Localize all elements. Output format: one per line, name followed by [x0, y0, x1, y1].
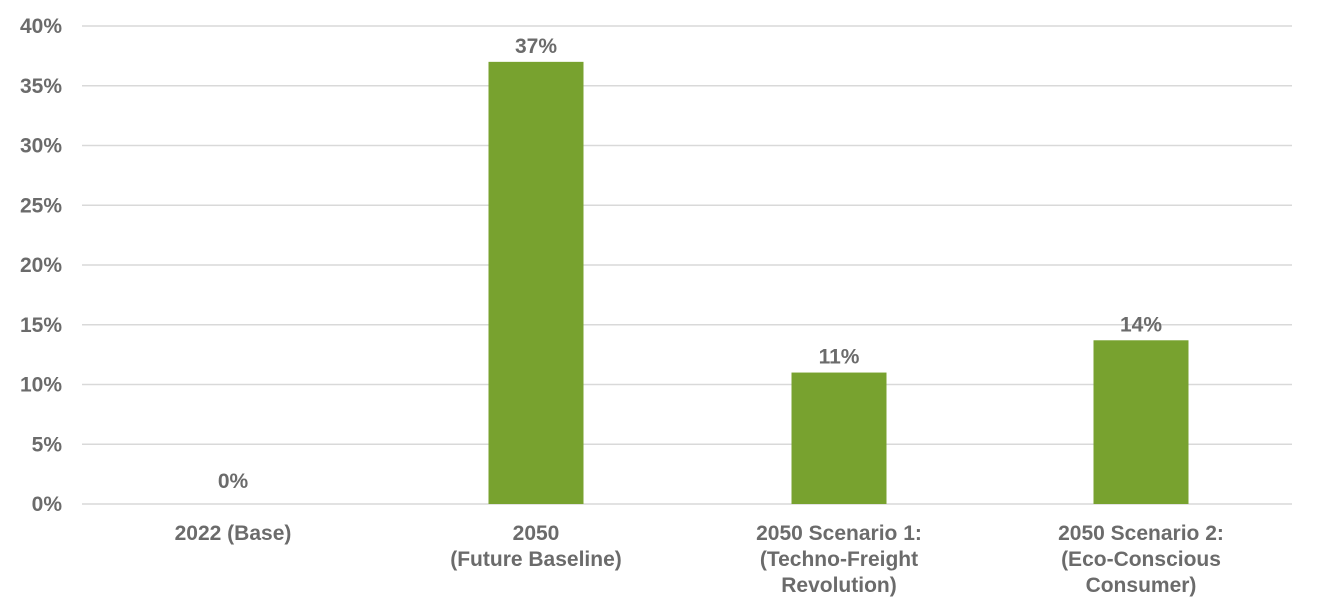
y-tick-label: 25% [20, 194, 62, 217]
x-category-label-line: Consumer) [1086, 574, 1197, 597]
x-category-label: 2022 (Base) [175, 522, 292, 545]
x-category-label-line: 2050 Scenario 2: [1058, 522, 1224, 545]
x-category-label-line: (Eco-Conscious [1061, 548, 1221, 571]
x-category-label-line: 2022 (Base) [175, 522, 292, 545]
y-tick-label: 15% [20, 314, 62, 337]
data-labels: 0% 37% 11% 14% [218, 35, 1163, 493]
x-category-label-line: 2050 Scenario 1: [756, 522, 922, 545]
x-category-label-line: Revolution) [781, 574, 897, 597]
data-label: 11% [819, 346, 860, 369]
y-tick-label: 10% [20, 374, 62, 397]
bar [791, 372, 887, 504]
data-label: 37% [515, 35, 557, 58]
data-label: 14% [1120, 313, 1162, 336]
y-tick-label: 30% [20, 135, 62, 158]
x-category-label: 2050 (Future Baseline) [450, 522, 622, 571]
y-tick-label: 0% [32, 493, 63, 516]
x-category-label: 2050 Scenario 1: (Techno-Freight Revolutio… [756, 522, 922, 597]
bars [488, 61, 1189, 504]
y-tick-label: 35% [20, 75, 62, 98]
data-label: 0% [218, 470, 249, 493]
y-tick-label: 20% [20, 254, 62, 277]
bar [488, 61, 584, 504]
x-axis-categories: 2022 (Base) 2050 (Future Baseline) 2050 Sce… [175, 522, 1224, 597]
y-axis-ticks: 0% 5% 10% 15% 20% 25% 30% 35% 40% [20, 15, 62, 516]
x-category-label-line: (Techno-Freight [760, 548, 918, 571]
gridlines [82, 25, 1292, 505]
y-tick-label: 40% [20, 15, 62, 38]
x-category-label-line: 2050 [513, 522, 560, 545]
x-category-label-line: (Future Baseline) [450, 548, 622, 571]
x-category-label: 2050 Scenario 2: (Eco-Conscious Consumer) [1058, 522, 1224, 597]
bar [1093, 340, 1189, 504]
y-tick-label: 5% [32, 433, 63, 456]
